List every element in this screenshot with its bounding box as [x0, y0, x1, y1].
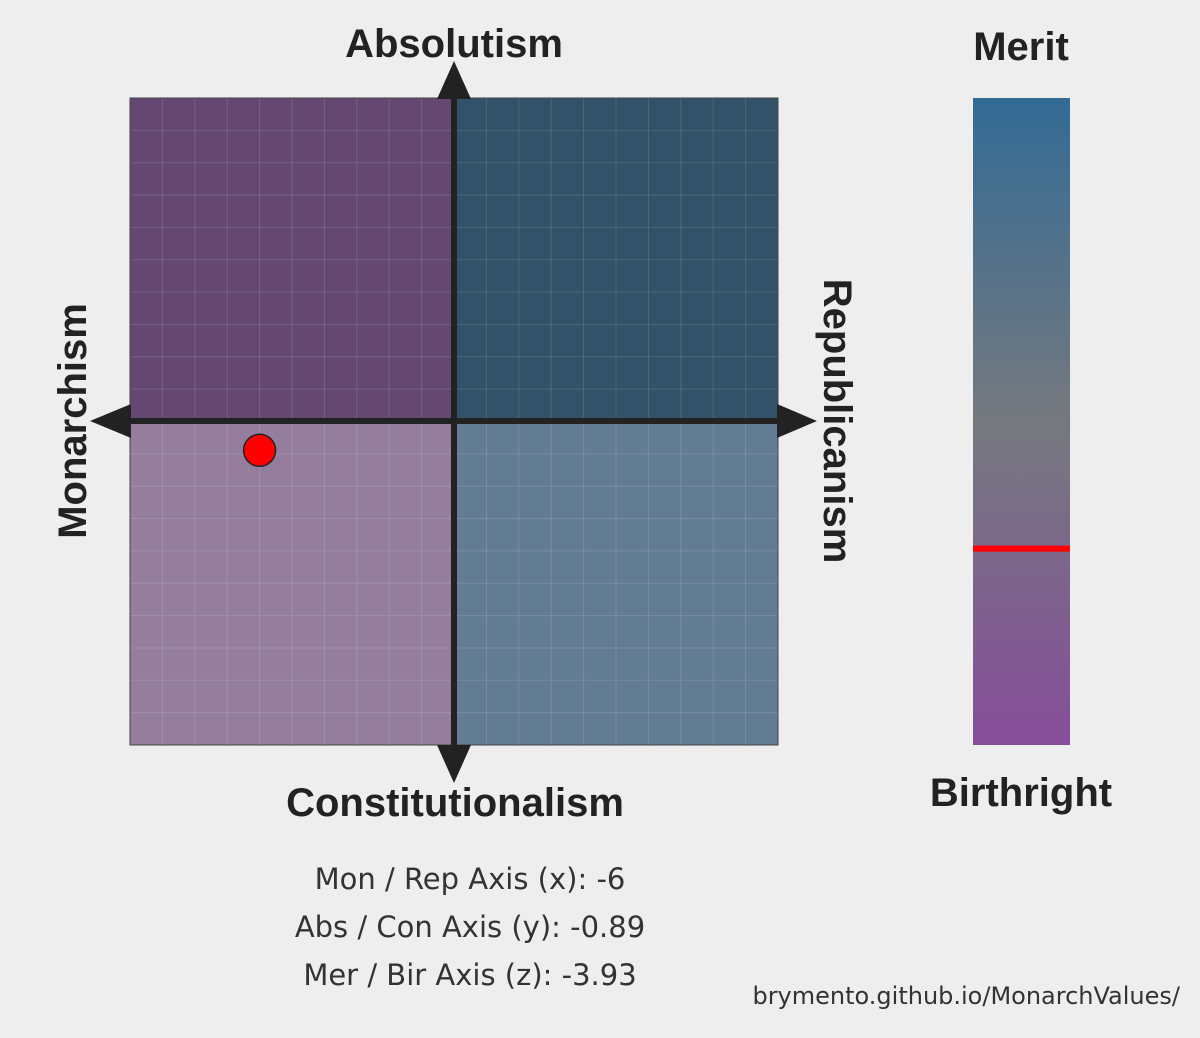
quadrant-bottom-right: [454, 421, 778, 745]
bar-title-bottom: Birthright: [930, 771, 1112, 815]
score-x-label: Mon / Rep Axis (x):: [314, 862, 588, 896]
axis-title-left: Monarchism: [51, 303, 95, 539]
arrow-down-icon: [437, 745, 471, 783]
axis-title-right: Republicanism: [815, 279, 859, 564]
score-y-label: Abs / Con Axis (y):: [294, 910, 561, 944]
axis-title-bottom: Constitutionalism: [286, 781, 624, 825]
quadrant-top-left: [130, 98, 454, 421]
score-y-line: Abs / Con Axis (y): -0.89: [270, 910, 670, 944]
bar-title-top: Merit: [973, 25, 1069, 69]
axis-title-top: Absolutism: [345, 22, 563, 66]
arrow-right-icon: [777, 404, 817, 438]
score-x-value: -6: [596, 862, 626, 896]
score-z-line: Mer / Bir Axis (z): -3.93: [270, 958, 670, 992]
merit-birthright-bar: [973, 98, 1070, 745]
score-z-value: -3.93: [561, 958, 637, 992]
score-y-value: -0.89: [570, 910, 646, 944]
quadrant-top-right: [454, 98, 778, 421]
score-x-line: Mon / Rep Axis (x): -6: [270, 862, 670, 896]
quadrant-bottom-left: [130, 421, 454, 745]
data-point: [242, 433, 277, 468]
score-z-label: Mer / Bir Axis (z):: [303, 958, 553, 992]
site-url[interactable]: brymento.github.io/MonarchValues/: [752, 982, 1180, 1010]
arrow-up-icon: [437, 61, 471, 99]
arrow-left-icon: [90, 404, 131, 438]
